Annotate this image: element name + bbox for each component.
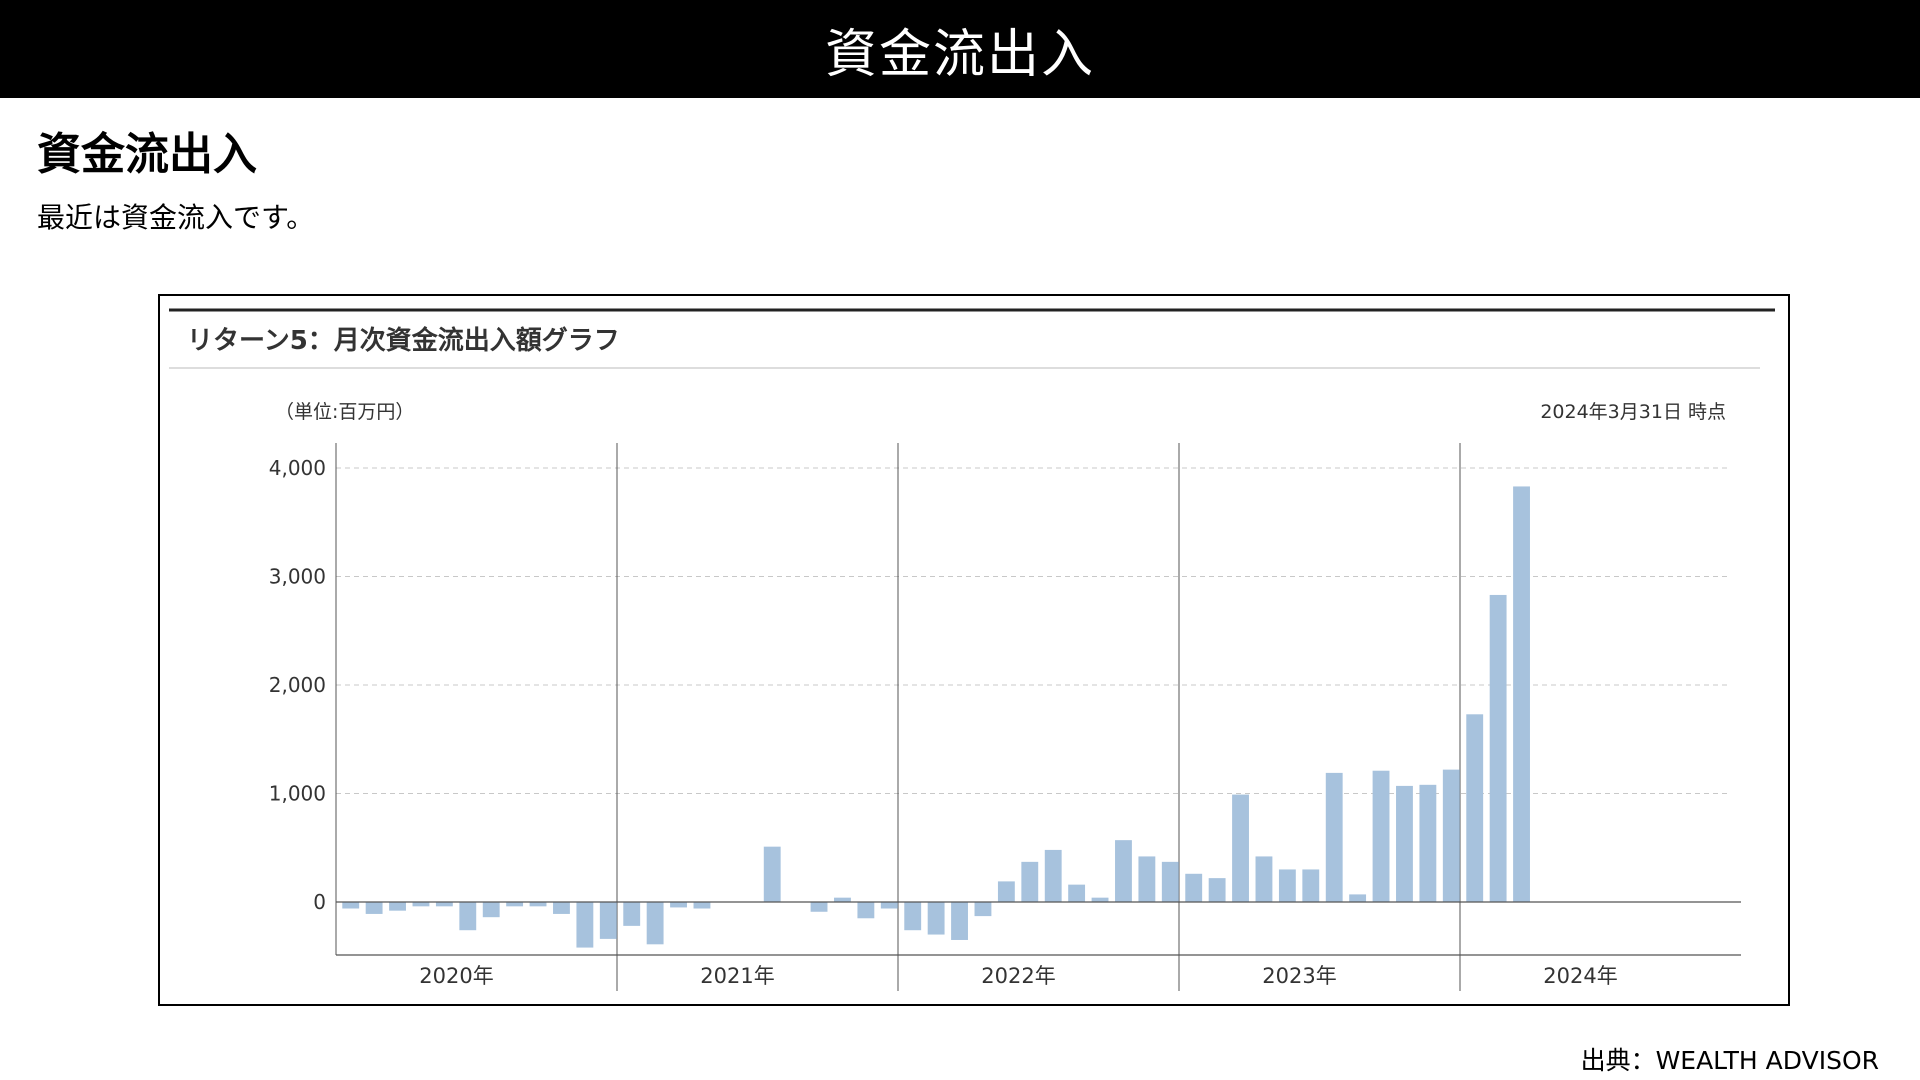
bar — [951, 902, 968, 940]
bar — [1325, 772, 1343, 902]
x-year-label: 2023年 — [1262, 964, 1336, 988]
bar — [1161, 861, 1179, 902]
bar — [1232, 794, 1249, 902]
top-banner: 資金流出入 — [0, 0, 1920, 98]
bar — [927, 902, 945, 935]
bar — [599, 902, 617, 939]
bar — [1255, 856, 1273, 902]
bar — [1442, 769, 1460, 902]
bar — [623, 902, 641, 926]
y-tick-label: 1,000 — [269, 782, 326, 806]
x-year-label: 2021年 — [700, 964, 774, 988]
bar — [1466, 714, 1484, 902]
y-tick-label: 0 — [313, 890, 326, 914]
unit-label: （単位:百万円） — [275, 401, 414, 423]
bar — [1208, 878, 1226, 902]
banner-title: 資金流出入 — [824, 24, 1095, 85]
bar — [342, 902, 360, 909]
bar — [1138, 856, 1156, 902]
x-year-label: 2022年 — [981, 964, 1055, 988]
bar — [880, 902, 898, 909]
bar — [389, 902, 406, 911]
bar — [1513, 486, 1530, 902]
chart-frame: リターン5：月次資金流出入額グラフ （単位:百万円） 2024年3月31日 時点… — [158, 294, 1790, 1006]
bar — [1068, 884, 1086, 902]
bar — [576, 902, 594, 948]
bar — [1372, 770, 1390, 902]
bar — [1302, 869, 1320, 902]
bar — [1419, 784, 1437, 902]
bar — [974, 902, 992, 917]
plot-area: 0 1,000 2,000 3,000 4,000 2020年 2021年 2022年 2023… — [269, 443, 1741, 991]
bar — [412, 902, 430, 907]
bar — [857, 902, 875, 919]
bar — [670, 902, 687, 908]
bar — [1115, 840, 1132, 902]
bar — [1091, 897, 1109, 902]
section-title: 資金流出入 — [37, 129, 257, 180]
bar — [693, 902, 711, 909]
bar — [810, 902, 828, 912]
bar — [553, 902, 570, 914]
bar — [904, 902, 922, 931]
bar — [834, 897, 851, 902]
y-tick-label: 2,000 — [269, 673, 326, 697]
bar — [763, 846, 781, 902]
y-tick-label: 3,000 — [269, 565, 326, 589]
bar — [506, 902, 524, 907]
bar — [529, 902, 547, 907]
chart-title: リターン5：月次資金流出入額グラフ — [187, 325, 620, 356]
y-tick-label: 4,000 — [269, 456, 326, 480]
bar — [1044, 849, 1062, 902]
bar — [1278, 869, 1296, 902]
bar — [482, 902, 500, 918]
bar — [646, 902, 664, 945]
section-description: 最近は資金流入です。 — [37, 201, 315, 234]
fund-flow-chart: リターン5：月次資金流出入額グラフ （単位:百万円） 2024年3月31日 時点… — [169, 308, 1775, 991]
x-year-label: 2020年 — [419, 964, 493, 988]
bar — [1396, 785, 1413, 902]
bar — [997, 881, 1015, 902]
as-of-date: 2024年3月31日 時点 — [1540, 401, 1726, 423]
bar — [1489, 594, 1507, 902]
bar — [1021, 861, 1039, 902]
source-note: 出典：WEALTH ADVISOR — [1580, 1046, 1879, 1075]
x-year-label: 2024年 — [1543, 964, 1617, 988]
bar — [459, 902, 477, 931]
bar — [1185, 873, 1203, 902]
bar — [365, 902, 383, 914]
bar — [435, 902, 453, 907]
bar — [1349, 894, 1367, 902]
